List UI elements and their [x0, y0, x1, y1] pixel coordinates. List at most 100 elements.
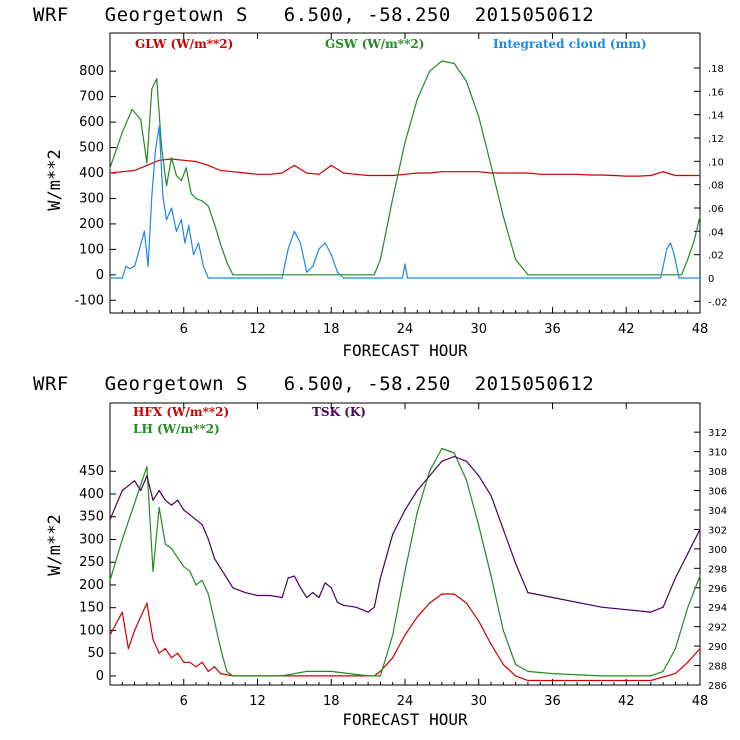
data-point — [121, 277, 123, 279]
y2-tick-label: 300 — [708, 545, 727, 556]
data-point — [687, 607, 689, 609]
series-line-hfx — [109, 593, 701, 682]
y-tick-label: 150 — [79, 601, 104, 616]
data-point — [662, 606, 664, 608]
data-point — [170, 547, 173, 550]
data-point — [140, 484, 142, 486]
data-point — [490, 494, 492, 496]
data-point — [202, 265, 204, 267]
data-point — [515, 172, 517, 174]
y2-tick-label: -.02 — [708, 297, 728, 308]
data-point — [465, 602, 468, 604]
data-point — [502, 215, 504, 217]
data-point — [527, 592, 529, 594]
data-point — [232, 171, 234, 173]
data-point — [551, 173, 554, 175]
data-point — [134, 169, 136, 172]
data-point — [342, 604, 345, 606]
chart-panel-1: 6 12 18 24 30 36 42 48 -100 0 100 200 300 400 500 600 70… — [45, 32, 728, 360]
data-point — [201, 200, 203, 202]
data-point — [515, 675, 517, 677]
data-point — [140, 616, 142, 618]
data-point — [465, 479, 468, 481]
data-point — [416, 616, 418, 618]
data-point — [625, 175, 627, 177]
data-point — [373, 274, 375, 276]
data-point — [330, 670, 332, 673]
data-point — [367, 611, 369, 613]
chart-panel-2: 6 12 18 24 30 36 42 48 0 50 100 150 200 250 300 350 400 4… — [45, 402, 727, 729]
x-tick-label: 12 — [249, 322, 266, 337]
data-point — [158, 652, 160, 654]
y2-tick-label: .10 — [708, 157, 724, 168]
data-point — [687, 258, 689, 261]
data-point — [213, 620, 216, 622]
data-point — [109, 634, 111, 636]
data-point — [687, 661, 689, 663]
data-point — [515, 258, 517, 261]
data-point — [109, 172, 111, 174]
data-point — [453, 455, 455, 458]
data-point — [533, 274, 535, 276]
x-tick-label: 24 — [397, 322, 414, 337]
data-point — [183, 509, 185, 511]
data-point — [188, 224, 190, 227]
data-point — [170, 157, 173, 159]
data-point — [527, 670, 529, 673]
data-point — [588, 174, 591, 176]
data-point — [195, 584, 197, 586]
y2-tick-label: .18 — [708, 64, 724, 75]
y2-tick-label: 292 — [708, 623, 727, 634]
data-point — [699, 575, 701, 577]
data-point — [170, 504, 173, 506]
data-point — [287, 577, 289, 579]
data-point — [189, 661, 191, 663]
y-axis-title: W/m**2 — [45, 149, 65, 210]
data-point — [281, 596, 283, 599]
data-point — [392, 533, 394, 535]
data-point — [164, 499, 166, 501]
data-point — [287, 248, 289, 250]
data-point — [177, 557, 179, 559]
data-point — [244, 592, 246, 594]
y-tick-label: 500 — [79, 141, 104, 156]
data-point — [197, 242, 200, 244]
plot-frame — [109, 32, 701, 314]
data-point — [220, 673, 222, 675]
data-point — [336, 271, 338, 273]
data-point — [478, 525, 480, 527]
data-point — [158, 507, 160, 509]
data-point — [306, 271, 308, 273]
data-point — [669, 242, 672, 244]
data-point — [207, 277, 209, 279]
data-point — [342, 172, 345, 174]
data-point — [207, 205, 209, 207]
data-point — [207, 164, 209, 166]
y2-tick-label: 286 — [708, 681, 727, 692]
y2-tick-label: 306 — [708, 487, 727, 498]
data-point — [336, 601, 338, 603]
data-point — [306, 172, 308, 174]
y-tick-label: 50 — [87, 646, 104, 661]
y2-tick-label: 294 — [708, 603, 727, 614]
data-point — [146, 475, 148, 477]
plot-frame — [109, 402, 701, 686]
data-point — [213, 558, 216, 560]
data-point — [330, 587, 332, 589]
y2-tick-label: 310 — [708, 448, 727, 459]
data-point — [674, 648, 677, 650]
x-tick-label: 6 — [180, 694, 188, 709]
x-tick-label: 48 — [692, 694, 709, 709]
data-point — [527, 679, 529, 682]
data-point — [127, 648, 129, 650]
data-point — [158, 125, 160, 127]
data-point — [490, 164, 492, 166]
data-point — [465, 80, 468, 82]
data-point — [699, 277, 701, 279]
y-tick-label: 350 — [79, 510, 104, 525]
data-point — [165, 185, 168, 187]
x-axis-title: FORECAST HOUR — [342, 341, 468, 360]
data-point — [170, 657, 173, 659]
data-point — [613, 174, 615, 177]
data-point — [673, 254, 675, 256]
